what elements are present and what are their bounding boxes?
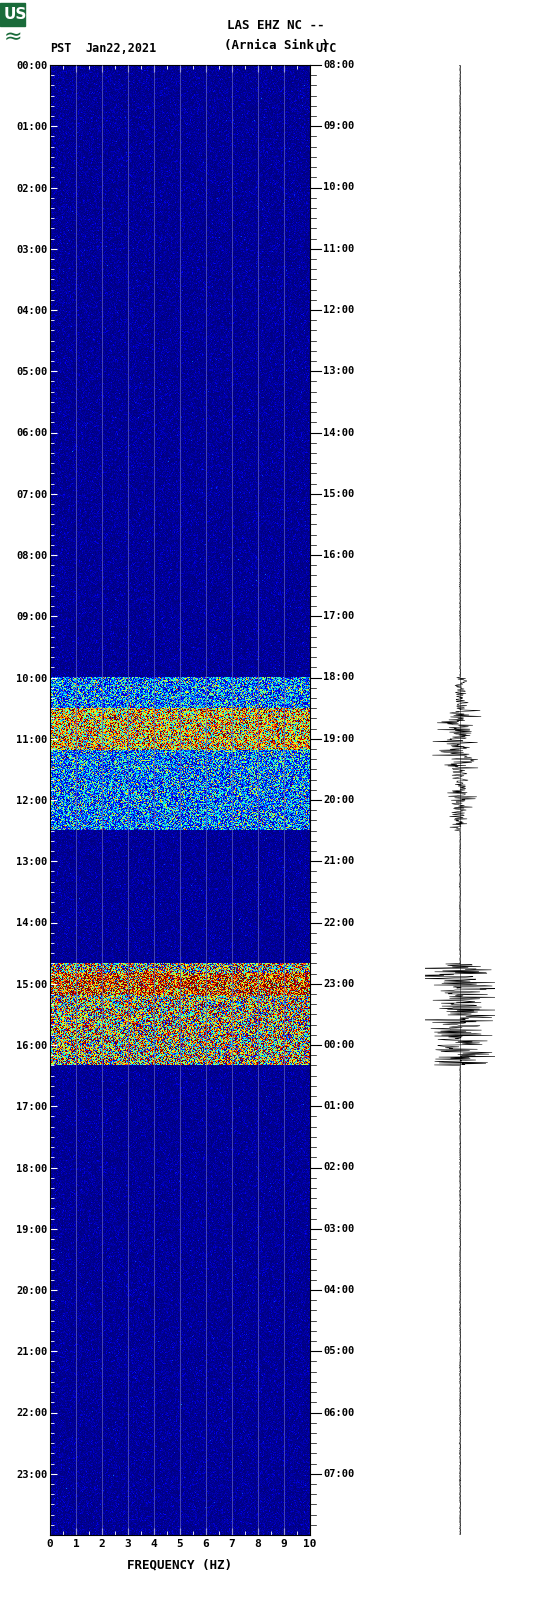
Text: 21:00: 21:00: [323, 857, 354, 866]
Text: 05:00: 05:00: [323, 1347, 354, 1357]
Text: 6: 6: [203, 1539, 209, 1548]
Text: 17:00: 17:00: [323, 611, 354, 621]
Text: 09:00: 09:00: [323, 121, 354, 131]
Text: 5: 5: [177, 1539, 183, 1548]
Text: 7: 7: [229, 1539, 235, 1548]
Text: 23:00: 23:00: [323, 979, 354, 989]
Text: FREQUENCY (HZ): FREQUENCY (HZ): [128, 1558, 232, 1571]
Text: 18:00: 18:00: [323, 673, 354, 682]
Text: 11:00: 11:00: [323, 244, 354, 253]
Text: 07:00: 07:00: [323, 1469, 354, 1479]
Text: 08:00: 08:00: [323, 60, 354, 69]
Text: USGS: USGS: [3, 8, 50, 23]
Text: 10: 10: [303, 1539, 317, 1548]
Text: PST: PST: [50, 42, 71, 55]
Text: 9: 9: [280, 1539, 288, 1548]
Text: 14:00: 14:00: [323, 427, 354, 437]
Text: 20:00: 20:00: [323, 795, 354, 805]
Text: 1: 1: [73, 1539, 79, 1548]
Text: LAS EHZ NC --: LAS EHZ NC --: [227, 19, 325, 32]
Text: (Arnica Sink ): (Arnica Sink ): [224, 39, 328, 52]
Text: 01:00: 01:00: [323, 1102, 354, 1111]
Text: 19:00: 19:00: [323, 734, 354, 744]
Bar: [0, 3, 24, 26]
Text: ≈: ≈: [3, 26, 22, 47]
Text: 06:00: 06:00: [323, 1408, 354, 1418]
Text: 04:00: 04:00: [323, 1286, 354, 1295]
Text: 3: 3: [125, 1539, 131, 1548]
Text: 13:00: 13:00: [323, 366, 354, 376]
Text: 12:00: 12:00: [323, 305, 354, 315]
Text: UTC: UTC: [315, 42, 336, 55]
Text: 15:00: 15:00: [323, 489, 354, 498]
Text: 10:00: 10:00: [323, 182, 354, 192]
Text: 02:00: 02:00: [323, 1163, 354, 1173]
Text: 03:00: 03:00: [323, 1224, 354, 1234]
Text: 2: 2: [99, 1539, 105, 1548]
Text: 16:00: 16:00: [323, 550, 354, 560]
Text: 4: 4: [151, 1539, 157, 1548]
Text: 00:00: 00:00: [323, 1040, 354, 1050]
Text: Jan22,2021: Jan22,2021: [85, 42, 156, 55]
Text: 0: 0: [46, 1539, 54, 1548]
Text: 22:00: 22:00: [323, 918, 354, 927]
Text: 8: 8: [254, 1539, 262, 1548]
